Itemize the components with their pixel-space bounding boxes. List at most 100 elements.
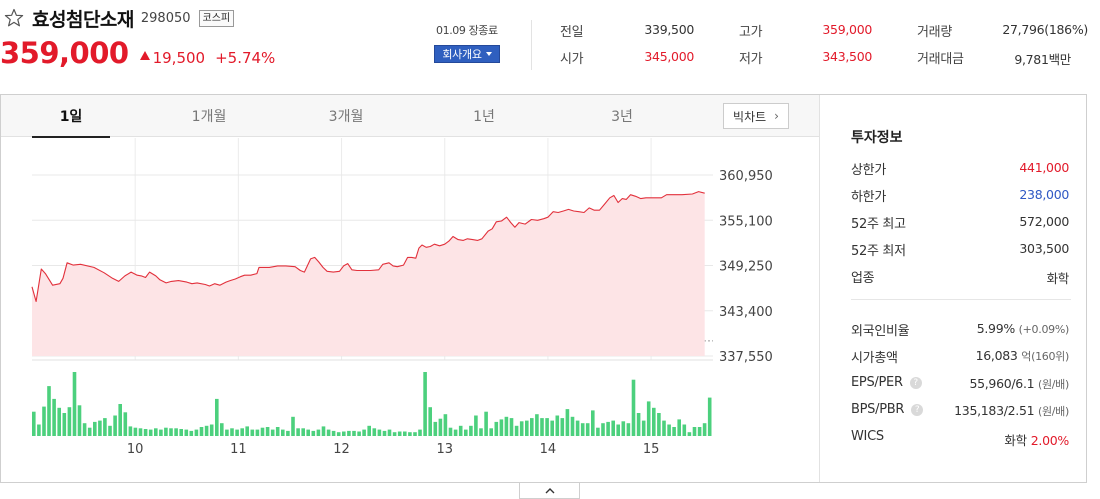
company-overview-label: 회사개요 [442, 48, 482, 61]
volume-bar [555, 415, 560, 436]
x-tick-label: 10 [127, 442, 144, 457]
volume-bar [489, 428, 493, 436]
volume-bar [580, 423, 585, 436]
chart-svg: 360,950 355,100 349,250 343,400 337,550 10 11 1… [31, 138, 773, 457]
volume-bar [265, 427, 270, 436]
volume-bar [169, 428, 173, 436]
volume-bar [128, 426, 133, 436]
volume-bar [296, 428, 300, 436]
volume-bar [433, 421, 438, 436]
quote-label-high: 고가 [739, 25, 763, 40]
volume-bar [652, 407, 656, 436]
volume-bar [47, 386, 51, 436]
volume-bar [270, 429, 275, 436]
volume-bar [509, 418, 514, 436]
volume-bar [403, 431, 407, 436]
volume-bar [606, 421, 610, 436]
volume-bar [57, 407, 61, 436]
bps-pbr-text: BPS/PBR [851, 402, 905, 417]
tab-1month[interactable]: 1개월 [191, 109, 227, 125]
volume-bar [631, 379, 636, 436]
volume-bar [601, 423, 605, 436]
volume-bar [225, 429, 229, 436]
volume-bar [108, 425, 112, 436]
volume-bar [677, 419, 681, 436]
volume-bar [133, 427, 138, 436]
quote-label-trade-value: 거래대금 [917, 52, 964, 67]
volume-bar [458, 425, 463, 436]
lower-limit-value: 238,000 [1019, 187, 1069, 202]
volume-bar [143, 429, 148, 436]
y-tick-label: 349,250 [719, 260, 773, 275]
intraday-chart[interactable]: 360,950 355,100 349,250 343,400 337,550 10 11 1… [1, 138, 819, 483]
volume-bar [138, 428, 143, 436]
collapse-button[interactable] [519, 483, 580, 499]
volume-bar [657, 413, 661, 436]
bps-pbr-unit: (원/배) [1037, 405, 1069, 418]
volume-bar [250, 429, 255, 436]
quote-value-volume: 27,796(186%) [1002, 22, 1088, 37]
eps-per-number: 55,960/6.1 [969, 376, 1035, 391]
tab-3month[interactable]: 3개월 [328, 109, 364, 125]
volume-bar [545, 418, 549, 436]
volume-bar [382, 430, 387, 436]
volume-bar [408, 432, 412, 436]
quote-label-prev-close: 전일 [560, 25, 584, 40]
lower-limit-label: 하한가 [851, 190, 886, 205]
volume-bar [93, 421, 97, 436]
change-amount: 19,500 [152, 49, 206, 67]
volume-bar [519, 421, 524, 436]
change-percent: +5.74% [215, 49, 276, 67]
volume-bar [159, 429, 163, 436]
volume-bar [560, 418, 565, 436]
big-chart-button[interactable]: 빅차트 › [723, 103, 789, 129]
volume-bar [514, 425, 519, 436]
favorite-star-icon[interactable] [2, 6, 26, 30]
volume-bar [504, 416, 509, 436]
eps-per-label: EPS/PER? [851, 375, 922, 390]
y-tick-label: 343,400 [719, 305, 773, 320]
volume-bar [194, 429, 199, 436]
volume-bar [204, 425, 209, 436]
volume-bar [235, 429, 239, 436]
quote-value-low: 343,500 [822, 49, 872, 64]
volume-bar [189, 430, 194, 436]
upper-limit-value: 441,000 [1019, 160, 1069, 175]
tab-1day[interactable]: 1일 [32, 95, 110, 138]
help-icon[interactable]: ? [911, 404, 924, 416]
volume-bar [626, 423, 631, 436]
market-cap-label: 시가총액 [851, 351, 898, 366]
x-tick-label: 14 [540, 442, 557, 457]
volume-bar [164, 427, 168, 436]
investment-info-title: 투자정보 [851, 130, 903, 146]
tab-1year[interactable]: 1년 [473, 109, 495, 125]
volume-bar [423, 372, 427, 436]
volume-bar [397, 431, 402, 436]
company-overview-button[interactable]: 회사개요 [434, 45, 500, 63]
market-cap-rank: (160위) [1031, 350, 1069, 363]
volume-bar [148, 429, 153, 436]
x-tick-label: 12 [333, 442, 350, 457]
volume-bar [347, 430, 351, 436]
volume-bar [103, 418, 107, 436]
volume-bar [62, 413, 67, 436]
volume-bar [42, 406, 46, 436]
volume-bar [377, 429, 382, 436]
divider [851, 299, 1071, 300]
wics-label: WICS [851, 429, 884, 444]
week52-low-value: 303,500 [1019, 241, 1069, 256]
stock-code: 298050 [140, 10, 191, 26]
volume-bar [174, 428, 178, 436]
x-tick-label: 11 [230, 442, 247, 457]
volume-bar [621, 421, 626, 436]
volume-bar [530, 418, 534, 436]
y-tick-label: 360,950 [719, 169, 773, 184]
volume-bar [321, 426, 326, 436]
volume-bar [306, 429, 310, 436]
quote-value-prev-close: 339,500 [644, 22, 694, 37]
tab-3year[interactable]: 3년 [611, 109, 633, 125]
volume-bar [570, 416, 575, 436]
help-icon[interactable]: ? [909, 377, 922, 389]
volume-bar [474, 415, 478, 436]
volume-bar [77, 405, 82, 436]
